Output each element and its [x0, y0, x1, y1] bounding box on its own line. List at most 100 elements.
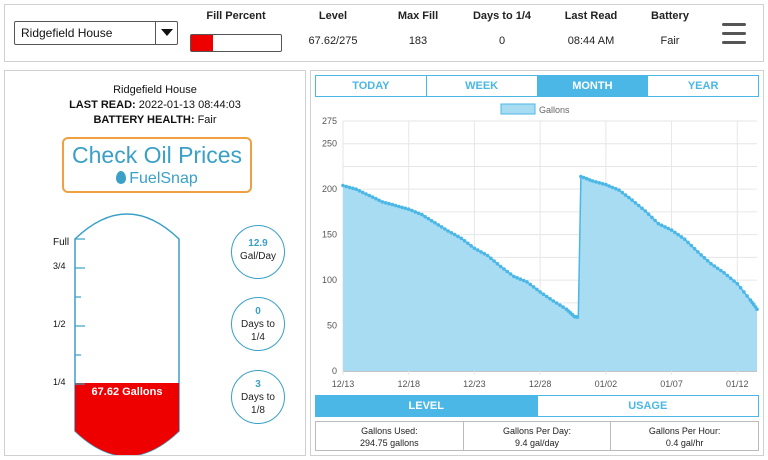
data-point	[357, 189, 362, 193]
data-point	[489, 256, 493, 261]
data-point	[735, 281, 740, 286]
data-point	[449, 231, 454, 235]
top-bar: Ridgefield House Fill Percent Level 67.6…	[4, 4, 764, 62]
days-to-quarter-circle: 0 Days to 1/4	[231, 297, 285, 351]
data-point	[696, 250, 700, 254]
data-point	[436, 223, 441, 227]
gallons-per-day-value: 12.9	[248, 238, 268, 249]
x-tick-label: 01/02	[595, 379, 618, 389]
legend-swatch	[500, 103, 536, 115]
data-point	[479, 250, 483, 254]
last-read-label: LAST READ:	[69, 99, 136, 111]
tab-today[interactable]: TODAY	[316, 76, 427, 96]
data-point	[472, 246, 477, 251]
data-point	[410, 208, 414, 213]
chart-legend: Gallons	[500, 103, 570, 115]
stat-gallons-used-label: Gallons Used:	[361, 426, 418, 436]
data-point	[692, 246, 697, 251]
data-point	[518, 277, 523, 281]
data-point	[738, 286, 743, 290]
tank-gallons-label: 67.62 Gallons	[92, 386, 163, 398]
x-tick-label: 01/12	[726, 379, 749, 389]
legend-label: Gallons	[539, 105, 570, 115]
tab-year[interactable]: YEAR	[687, 80, 719, 92]
data-point	[383, 201, 388, 205]
data-point	[551, 299, 556, 303]
data-point	[575, 315, 580, 319]
gallons-area	[343, 176, 757, 371]
data-point	[370, 195, 375, 199]
data-point	[531, 285, 536, 289]
last-read-datetime: 2022-01-13 08:44:03	[138, 99, 241, 111]
data-point	[725, 273, 730, 278]
data-point	[597, 181, 602, 185]
level-header: Level	[318, 10, 348, 22]
days-to-quarter-header: Days to 1/4	[472, 10, 532, 22]
data-point	[344, 184, 349, 189]
data-point	[521, 278, 526, 283]
tank-gauge: Full 3/4 1/2 1/4 67.62 Gallons	[53, 213, 180, 455]
gallons-per-day-label: Gal/Day	[239, 251, 277, 262]
data-point	[525, 280, 529, 284]
data-point	[528, 282, 533, 287]
data-point	[646, 212, 651, 216]
data-point	[433, 221, 437, 225]
data-point	[585, 176, 589, 181]
usage-stats: Gallons Used: 294.75 gallons Gallons Per…	[315, 421, 759, 451]
data-point	[686, 240, 690, 245]
data-point	[502, 267, 506, 271]
tab-week[interactable]: WEEK	[427, 76, 538, 96]
data-point	[456, 234, 460, 239]
y-tick-label: 275	[322, 116, 337, 126]
chevron-down-icon[interactable]	[155, 22, 177, 44]
data-point	[423, 214, 427, 219]
y-tick-label: 200	[322, 184, 337, 194]
data-point	[676, 232, 680, 237]
data-point	[374, 196, 378, 201]
data-point	[561, 305, 565, 309]
data-point	[630, 198, 634, 202]
data-point	[682, 237, 687, 241]
data-point	[719, 268, 723, 273]
days-to-quarter-circle-value: 0	[255, 306, 261, 317]
tank-select[interactable]: Ridgefield House	[14, 21, 178, 45]
data-point	[699, 253, 703, 257]
y-tick-label: 50	[327, 321, 337, 331]
data-point	[387, 201, 391, 206]
data-point	[515, 276, 519, 280]
days-to-eighth-circle: 3 Days to 1/8	[231, 370, 285, 424]
hamburger-icon[interactable]	[722, 23, 746, 45]
check-oil-prices-button[interactable]: Check Oil Prices FuelSnap	[62, 137, 252, 193]
data-point	[590, 179, 595, 183]
days-to-eighth-circle-value: 3	[255, 379, 261, 390]
data-point	[459, 236, 464, 241]
x-tick-label: 12/18	[397, 379, 420, 389]
data-point	[475, 248, 480, 252]
data-point	[669, 228, 674, 232]
x-tick-label: 12/28	[529, 379, 552, 389]
data-point	[588, 178, 592, 182]
data-point	[742, 290, 746, 294]
tab-month[interactable]: MONTH	[537, 76, 649, 96]
data-point	[508, 272, 513, 276]
data-point	[466, 241, 470, 246]
days-to-eighth-circle-label: Days to	[241, 392, 275, 403]
data-point	[351, 186, 355, 191]
battery-header: Battery	[651, 10, 689, 22]
battery-value: Fair	[660, 35, 680, 47]
data-point	[636, 203, 641, 208]
tab-level[interactable]: LEVEL	[316, 396, 538, 416]
gallons-points	[341, 174, 759, 319]
tab-usage[interactable]: USAGE	[628, 400, 668, 412]
max-fill-column: Max Fill 183	[383, 9, 453, 47]
battery-health-line: BATTERY HEALTH: Fair	[5, 114, 305, 126]
x-axis-labels: 12/13 12/18 12/23 12/28 01/02 01/07 01/12	[332, 379, 749, 389]
data-point	[689, 243, 694, 248]
stat-gallons-per-day: Gallons Per Day: 9.4 gal/day	[464, 422, 612, 450]
usage-chart-panel: TODAY WEEK MONTH YEAR Gallons 0 50 100 150 2…	[310, 70, 764, 456]
data-point	[535, 287, 539, 292]
data-point	[554, 301, 559, 305]
data-point	[485, 253, 490, 258]
data-point	[715, 266, 720, 271]
